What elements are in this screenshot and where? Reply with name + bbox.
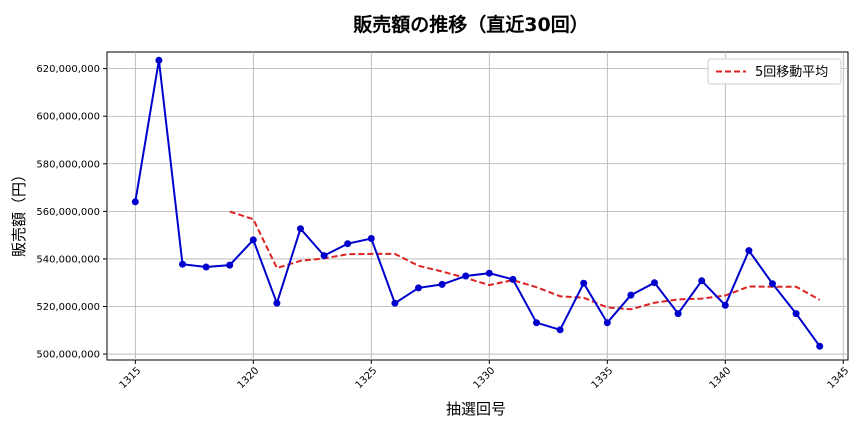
x-tick-label: 1325 [354, 365, 380, 391]
sales-point [533, 319, 540, 327]
sales-point [769, 280, 776, 288]
sales-point [721, 301, 729, 309]
sales-point [344, 240, 352, 248]
sales-point [651, 279, 658, 287]
sales-point [320, 252, 328, 260]
y-tick-label: 560,000,000 [36, 207, 100, 218]
sales-series [131, 56, 824, 350]
sales-line [134, 60, 821, 347]
sales-point [249, 236, 257, 244]
y-tick-label: 520,000,000 [36, 302, 100, 313]
plot-area [106, 51, 849, 361]
sales-point [297, 225, 304, 233]
sales-point [674, 310, 682, 318]
x-tick-label: 1320 [236, 365, 262, 391]
sales-point [226, 261, 234, 269]
x-axis-label: 抽選回号 [446, 400, 506, 418]
sales-point [462, 272, 470, 280]
y-tick-label: 580,000,000 [36, 159, 100, 170]
y-tick-label: 620,000,000 [36, 64, 100, 75]
sales-point [391, 299, 399, 307]
y-axis-label: 販売額（円） [10, 167, 28, 257]
y-tick-label: 540,000,000 [36, 254, 100, 265]
sales-point [698, 277, 706, 285]
sales-point [792, 310, 800, 318]
x-tick-label: 1335 [590, 365, 616, 391]
sales-point [485, 269, 493, 277]
sales-point [509, 275, 517, 283]
y-axis: 500,000,000 520,000,000 540,000,000 560,000… [36, 64, 107, 361]
legend-box [707, 58, 842, 85]
sales-point [179, 260, 186, 268]
sales-point [273, 299, 281, 307]
sales-point [580, 279, 588, 287]
sales-point [202, 263, 210, 271]
x-tick-label: 1340 [708, 365, 734, 391]
sales-point [603, 319, 611, 327]
sales-point [415, 284, 422, 292]
y-tick-label: 500,000,000 [36, 350, 100, 361]
legend: 5回移動平均 [707, 58, 842, 85]
sales-point [627, 291, 635, 299]
sales-point [131, 198, 139, 206]
x-tick-label: 1315 [118, 365, 144, 391]
x-tick-label: 1345 [826, 365, 852, 391]
sales-point [438, 280, 446, 288]
x-axis: 1315 1320 1325 1330 1335 1340 1345 [118, 360, 852, 391]
moving-average-line [229, 210, 821, 311]
grid [107, 52, 848, 360]
y-tick-label: 600,000,000 [36, 112, 100, 123]
x-tick-label: 1330 [472, 365, 498, 391]
legend-label-ma: 5回移動平均 [755, 65, 828, 80]
chart-title: 販売額の推移（直近30回） [353, 13, 588, 36]
moving-average-series [229, 210, 821, 311]
sales-point [155, 56, 163, 64]
sales-point [816, 342, 824, 350]
sales-point [556, 326, 564, 334]
sales-point [745, 247, 753, 255]
sales-point [367, 235, 375, 242]
